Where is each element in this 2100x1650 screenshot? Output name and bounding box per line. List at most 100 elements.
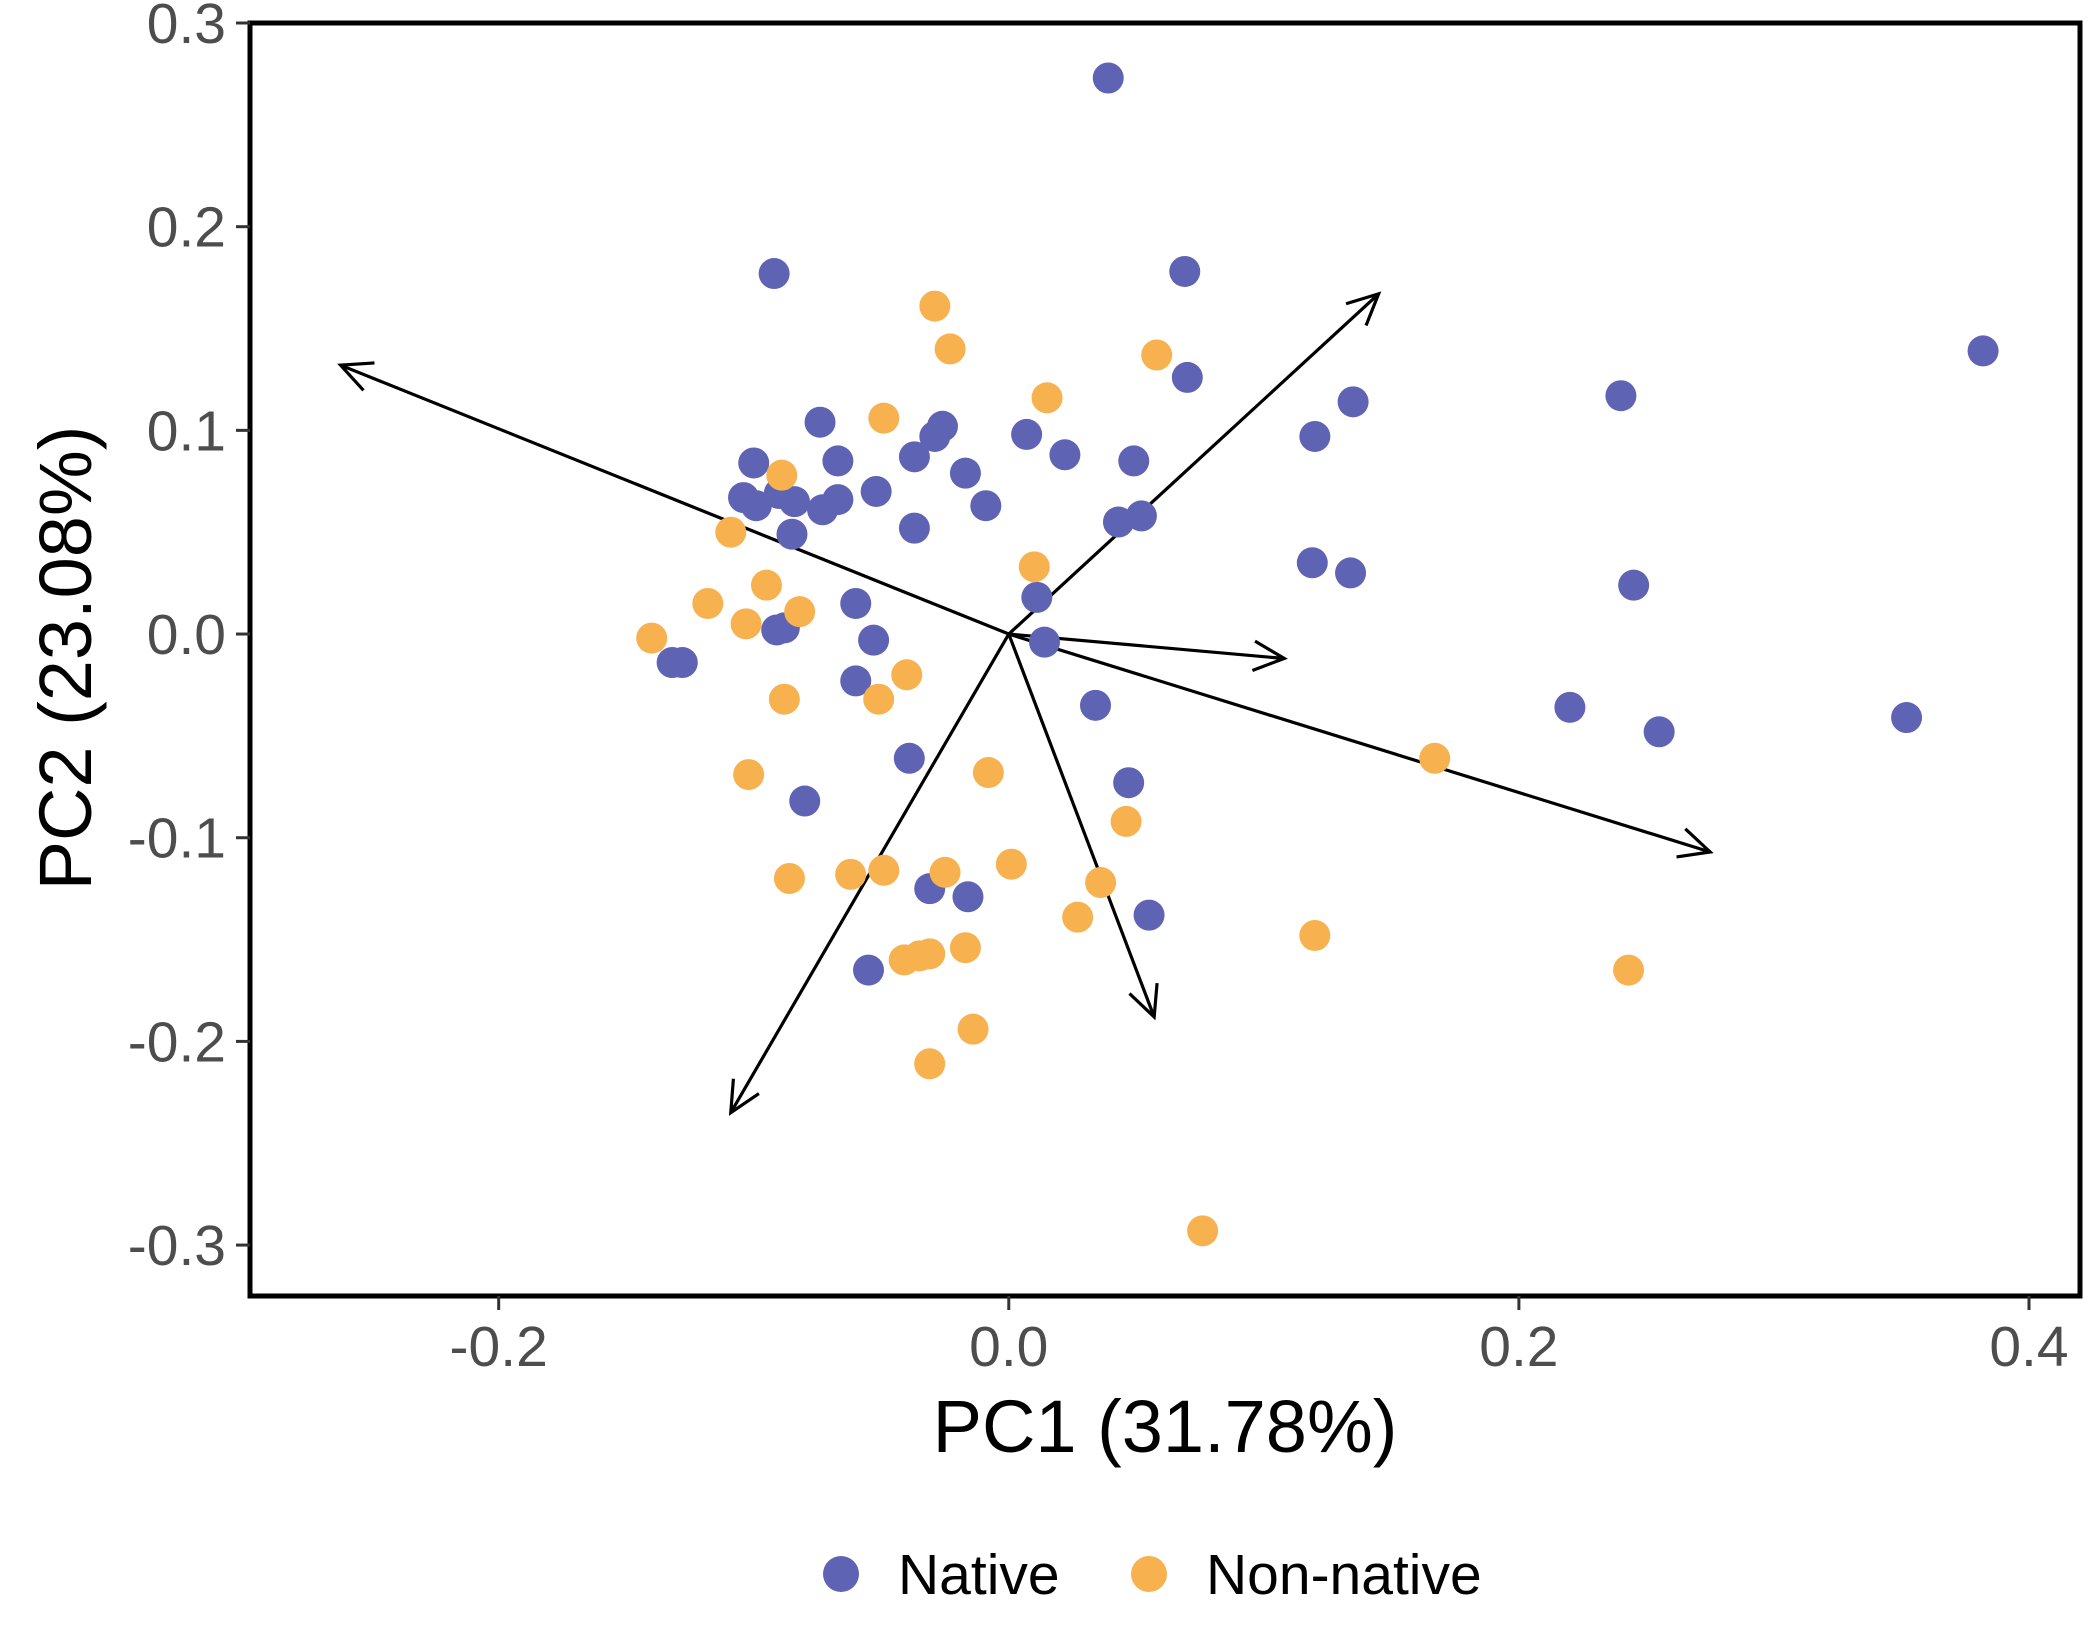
native-point [1028,626,1060,658]
loading-arrow-head [1676,827,1714,859]
y-tick-label: 0.3 [147,0,226,56]
y-tick-label: 0.0 [147,603,226,667]
native-point [1133,899,1165,931]
non-native-point [868,402,900,434]
native-point [970,490,1002,522]
loading-arrow-head [1345,291,1382,327]
native-point [822,445,854,477]
native-point [860,475,892,507]
loading-arrow-head [728,1078,760,1116]
non-native-point [934,333,966,365]
loading-arrow [1007,291,1382,636]
legend-native-label: Native [898,1543,1060,1607]
loading-arrow-shaft [1007,633,1156,1018]
x-tick-label: 0.0 [969,1315,1048,1379]
loading-arrow [337,361,1010,636]
y-tick-label: -0.3 [128,1214,226,1278]
y-tick-label: -0.2 [128,1010,226,1074]
native-point [1554,691,1586,723]
non-native-point [914,938,946,970]
non-native-point [1141,339,1173,371]
native-point [1618,569,1650,601]
non-native-point [773,862,805,894]
native-point [804,406,836,438]
native-point [858,624,890,656]
loading-arrows [337,291,1714,1116]
non-native-point [972,757,1004,789]
native-point [1011,418,1043,450]
native-point [1169,255,1201,287]
non-native-point [949,932,981,964]
non-native-point [1299,919,1331,951]
loading-arrow-head [1128,982,1159,1021]
non-native-point [715,516,747,548]
native-point [1118,445,1150,477]
native-point [758,258,790,290]
native-point [1125,500,1157,532]
legend-non-native-label: Non-native [1206,1543,1482,1607]
native-point [1021,581,1053,613]
native-point [1967,335,1999,367]
non-native-point [1187,1215,1219,1247]
loading-arrow-head [337,361,375,392]
native-point [1643,716,1675,748]
legend-non-native-marker [1131,1556,1167,1592]
non-native-point [914,1048,946,1080]
x-tick-label: 0.4 [1989,1315,2068,1379]
non-native-point [636,622,668,654]
native-point [919,420,951,452]
non-native-point [919,290,951,322]
native-point [1335,557,1367,589]
native-point [807,494,839,526]
non-native-point [784,596,816,628]
native-point [840,587,872,619]
native-point [1049,439,1081,471]
non-native-point [750,569,782,601]
non-native-point [1031,382,1063,414]
non-native-point [929,856,961,888]
native-point [776,518,808,550]
x-tick-label: 0.2 [1479,1315,1558,1379]
loading-arrow [1007,633,1159,1021]
y-axis-title: PC2 (23.08%) [24,426,107,891]
native-point [1891,702,1923,734]
data-points [636,62,1999,1247]
non-native-point [768,683,800,715]
non-native-point [730,608,762,640]
native-point [898,441,930,473]
non-native-point [766,459,798,491]
loading-arrow-shaft [1007,292,1380,636]
non-native-point [1110,805,1142,837]
y-tick-label: 0.2 [147,196,226,260]
native-point [738,447,770,479]
non-native-point [835,858,867,890]
non-native-point [891,659,923,691]
native-point [1171,361,1203,393]
loading-arrow-head [1251,639,1288,672]
native-point [893,742,925,774]
non-native-point [733,759,765,791]
native-point [840,665,872,697]
native-point [1299,420,1331,452]
non-native-point [1613,954,1645,986]
x-axis-title: PC1 (31.78%) [933,1385,1398,1468]
native-point [1113,767,1145,799]
native-point [789,785,821,817]
non-native-point [863,683,895,715]
legend-native-marker [823,1556,859,1592]
loading-arrow [1008,632,1714,859]
loading-arrow-shaft [1008,632,1711,854]
non-native-point [1062,901,1094,933]
loading-arrow-shaft [339,363,1010,636]
non-native-point [1085,867,1117,899]
non-native-point [1419,742,1451,774]
x-axis: -0.2 0.0 0.2 0.4 [450,1296,2069,1379]
x-tick-label: -0.2 [450,1315,548,1379]
native-point [1337,386,1369,418]
non-native-point [995,848,1027,880]
native-point [666,647,698,679]
native-point [952,881,984,913]
native-point [853,954,885,986]
non-native-point [868,854,900,886]
